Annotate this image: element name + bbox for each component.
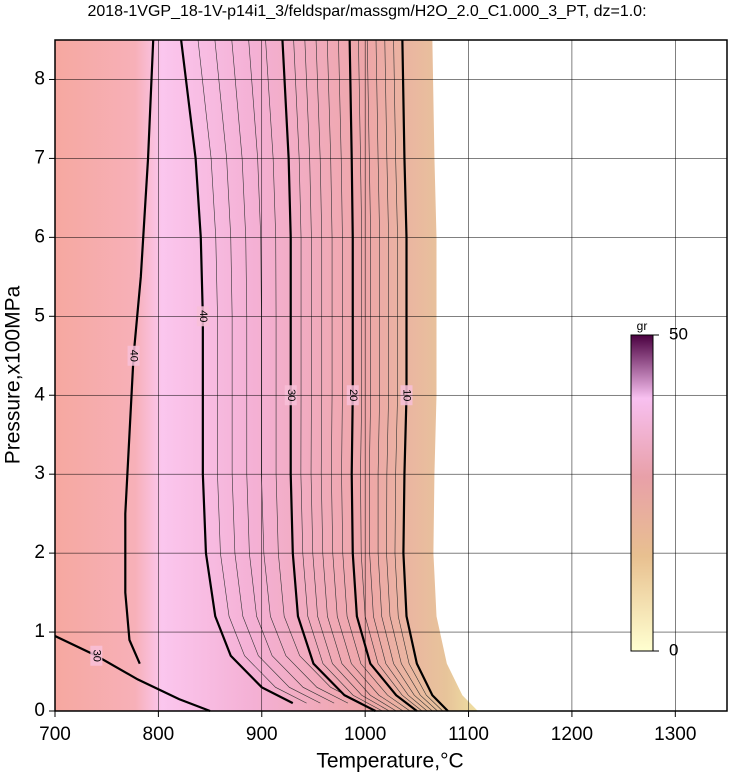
thin-contour [358,39,423,712]
contour-line [124,39,155,665]
y-tick-label: 4 [34,384,45,405]
contour-line [54,635,211,713]
thin-contour [214,39,321,704]
y-tick-label: 2 [34,542,45,563]
y-tick-label: 5 [34,305,45,326]
filled-region [55,40,493,711]
chart-title: 2018-1VGP_18-1V-p14i1_3/feldspar/massgm/… [87,3,646,20]
thin-contour [293,39,383,712]
x-tick-label: 1200 [551,724,593,745]
y-tick-label: 1 [34,621,45,642]
y-tick-label: 6 [34,226,45,247]
contour-line [401,39,449,712]
colorbar-tick-label: 0 [669,640,678,659]
x-tick-label: 900 [246,724,278,745]
thin-contour [315,39,397,712]
y-tick-label: 3 [34,463,45,484]
x-tick-label: 700 [39,724,71,745]
contour-line [180,39,294,705]
plot-frame [54,39,728,712]
thin-contour [248,39,349,704]
x-axis-label: Temperature,°C [316,750,463,773]
y-tick-label: 7 [34,147,45,168]
colorbar-tick-label: 50 [669,324,688,343]
thin-contour [338,39,411,712]
colorbar-label: gr [637,319,648,333]
contour-label-bg [127,345,140,366]
x-tick-label: 1100 [448,724,489,745]
y-tick-label: 0 [34,700,45,721]
contour-label: 30 [90,650,102,662]
x-tick-label: 1300 [654,724,696,745]
thin-contour [366,39,428,712]
contour-label-bg [90,645,103,666]
contour-label: 40 [128,350,140,362]
contour-line [281,39,376,712]
colorbar [630,334,654,652]
thin-contour [265,39,362,704]
y-tick-label: 8 [34,68,45,89]
x-tick-label: 1000 [344,724,386,745]
x-tick-label: 800 [143,724,175,745]
y-axis-label: Pressure,x100MPa [2,285,25,464]
contour-line [348,39,418,712]
thin-contour [393,39,443,712]
thin-contour [304,39,390,712]
thin-contour [384,39,438,712]
thin-contour [231,39,335,704]
thin-contour [197,39,307,704]
thin-contour [375,39,433,712]
